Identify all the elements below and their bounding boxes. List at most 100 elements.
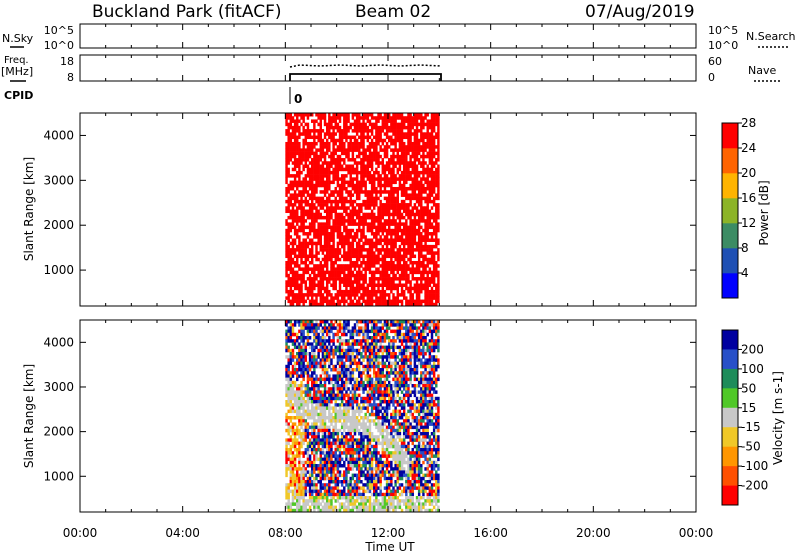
power-cell: [317, 251, 320, 255]
power-cell: [409, 161, 412, 165]
power-cell: [338, 264, 342, 268]
velocity-cell: [302, 400, 305, 404]
power-cell: [285, 289, 288, 294]
velocity-cell: [338, 393, 342, 398]
power-cell: [388, 212, 391, 217]
velocity-cell: [325, 332, 329, 337]
velocity-cell: [315, 496, 318, 500]
power-cell: [349, 177, 352, 181]
velocity-cell: [302, 470, 305, 474]
power-cell: [293, 299, 297, 304]
power-cell: [422, 264, 425, 268]
power-cell: [340, 264, 344, 268]
power-cell: [343, 244, 346, 249]
power-cell: [336, 170, 340, 175]
power-cell: [291, 241, 295, 246]
power-cell: [362, 248, 365, 252]
velocity-cell: [351, 476, 355, 481]
power-cell: [396, 158, 399, 162]
power-cell: [396, 206, 399, 210]
power-cell: [334, 286, 337, 291]
power-cell: [293, 138, 297, 143]
power-cell: [313, 151, 316, 156]
velocity-cell: [347, 496, 350, 500]
power-cell: [285, 174, 288, 178]
power-cell: [411, 228, 414, 233]
power-cell: [300, 113, 303, 117]
velocity-cell: [302, 396, 305, 401]
power-cell: [368, 257, 372, 262]
power-cell: [432, 183, 436, 188]
power-cell: [355, 260, 359, 265]
power-cell: [415, 283, 419, 287]
velocity-cell: [330, 345, 333, 350]
power-cell: [364, 183, 367, 188]
power-cell: [400, 286, 404, 291]
velocity-cell: [323, 505, 327, 510]
power-cell: [383, 196, 387, 201]
velocity-cell: [308, 441, 312, 446]
power-cell: [390, 235, 393, 239]
velocity-cell: [298, 464, 301, 468]
power-cell: [415, 222, 419, 226]
power-cell: [437, 141, 440, 146]
velocity-cell: [315, 345, 318, 350]
power-cell: [358, 190, 361, 194]
power-cell: [392, 260, 395, 265]
power-cell: [430, 199, 434, 204]
power-cell: [308, 154, 312, 159]
power-cell: [336, 174, 340, 178]
velocity-cell: [289, 371, 293, 375]
velocity-cell: [302, 342, 305, 346]
power-cell: [345, 119, 348, 123]
power-cell: [383, 203, 387, 207]
power-cell: [285, 164, 288, 168]
power-cell: [407, 125, 410, 130]
power-cell: [340, 183, 344, 188]
velocity-cell: [330, 454, 333, 458]
velocity-cell: [345, 473, 348, 478]
power-cell: [345, 280, 348, 284]
power-cell: [360, 161, 363, 165]
power-cell: [298, 289, 301, 294]
power-cell: [313, 167, 316, 172]
power-cell: [298, 148, 301, 152]
velocity-cell: [308, 470, 312, 474]
power-cell: [321, 141, 325, 146]
power-cell: [426, 174, 429, 178]
velocity-cell: [332, 454, 335, 458]
power-cell: [311, 186, 314, 191]
power-cell: [343, 129, 346, 133]
power-cell: [306, 135, 310, 140]
velocity-cell: [302, 467, 305, 471]
velocity-cell: [321, 444, 325, 449]
power-cell: [323, 170, 327, 175]
power-cell: [400, 186, 404, 191]
power-cell: [336, 180, 340, 185]
power-cell: [432, 225, 436, 230]
power-cell: [289, 260, 293, 265]
velocity-cell: [300, 406, 303, 410]
power-cell: [287, 299, 290, 304]
power-cell: [355, 277, 359, 281]
velocity-cell: [298, 355, 301, 359]
power-cell: [319, 264, 322, 268]
power-cell: [345, 299, 348, 304]
power-cell: [347, 119, 350, 123]
power-cell: [291, 196, 295, 201]
power-cell: [426, 299, 429, 304]
power-cell: [298, 125, 301, 130]
velocity-cell: [347, 492, 350, 497]
power-cell: [360, 145, 363, 149]
power-cell: [428, 135, 432, 140]
velocity-cell: [308, 355, 312, 359]
power-cell: [428, 180, 432, 185]
velocity-cell: [334, 380, 337, 385]
velocity-cell: [338, 377, 342, 382]
power-cell: [390, 286, 393, 291]
power-cell: [370, 241, 374, 246]
power-cell: [398, 244, 402, 249]
power-cell: [437, 264, 440, 268]
power-cell: [330, 154, 333, 159]
power-cell: [313, 132, 316, 136]
